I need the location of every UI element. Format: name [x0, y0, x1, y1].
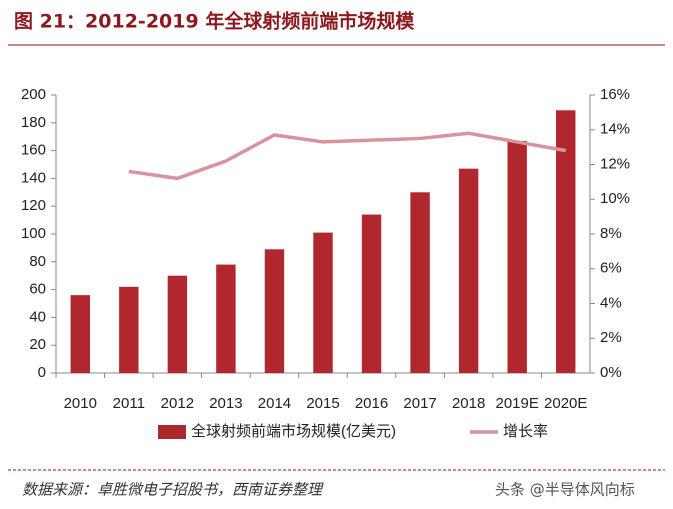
x-tick-label: 2012 — [161, 395, 194, 412]
y-tick-label: 20 — [29, 336, 46, 353]
chart-title: 图 21：2012-2019 年全球射频前端市场规模 — [14, 10, 415, 33]
bar — [313, 232, 333, 373]
bar — [167, 275, 188, 373]
y-tick-label: 200 — [21, 86, 46, 103]
bar — [264, 249, 285, 373]
x-tick-label: 2014 — [258, 395, 291, 412]
x-tick-label: 2011 — [113, 395, 145, 412]
y-tick-label: 180 — [21, 114, 46, 131]
x-tick-label: 2017 — [403, 395, 436, 412]
x-tick-label: 2018 — [452, 395, 485, 412]
y2-tick-label: 12% — [600, 155, 630, 172]
bar — [410, 192, 430, 373]
y2-tick-label: 14% — [600, 121, 630, 138]
x-tick-label: 2010 — [64, 395, 97, 412]
y2-tick-label: 2% — [600, 329, 622, 346]
y-tick-label: 100 — [21, 225, 46, 242]
line — [128, 131, 567, 181]
y2-tick-label: 6% — [600, 260, 622, 277]
y-tick-label: 0 — [38, 364, 46, 381]
bar — [458, 168, 479, 373]
y2-tick-label: 0% — [600, 364, 622, 381]
bar — [216, 264, 236, 373]
bar — [507, 140, 527, 373]
legend-label: 增长率 — [503, 423, 548, 440]
watermark: 头条 @半导体风向标 — [495, 481, 635, 499]
bar — [361, 214, 382, 373]
x-tick-label: 2019E — [495, 395, 538, 412]
x-tick-label: 2016 — [355, 395, 388, 412]
legend-label: 全球射频前端市场规模(亿美元) — [191, 422, 396, 440]
source: 数据来源：卓胜微电子招股书，西南证券整理 — [22, 481, 324, 499]
bar — [119, 286, 139, 373]
legend-swatch — [158, 425, 186, 439]
bar — [556, 110, 576, 373]
y-tick-label: 120 — [21, 197, 46, 214]
x-tick-label: 2020E — [544, 395, 587, 412]
y-tick-label: 60 — [29, 281, 46, 298]
y2-tick-label: 16% — [600, 86, 630, 103]
y-tick-label: 80 — [29, 253, 46, 270]
x-tick-label: 2015 — [306, 395, 339, 412]
y2-tick-label: 8% — [600, 225, 622, 242]
bar — [70, 295, 90, 373]
y2-tick-label: 10% — [600, 190, 630, 207]
y-tick-label: 140 — [21, 169, 46, 186]
y-tick-label: 160 — [21, 142, 46, 159]
y2-tick-label: 4% — [600, 294, 622, 311]
x-tick-label: 2013 — [209, 395, 242, 412]
y-tick-label: 40 — [29, 308, 46, 325]
